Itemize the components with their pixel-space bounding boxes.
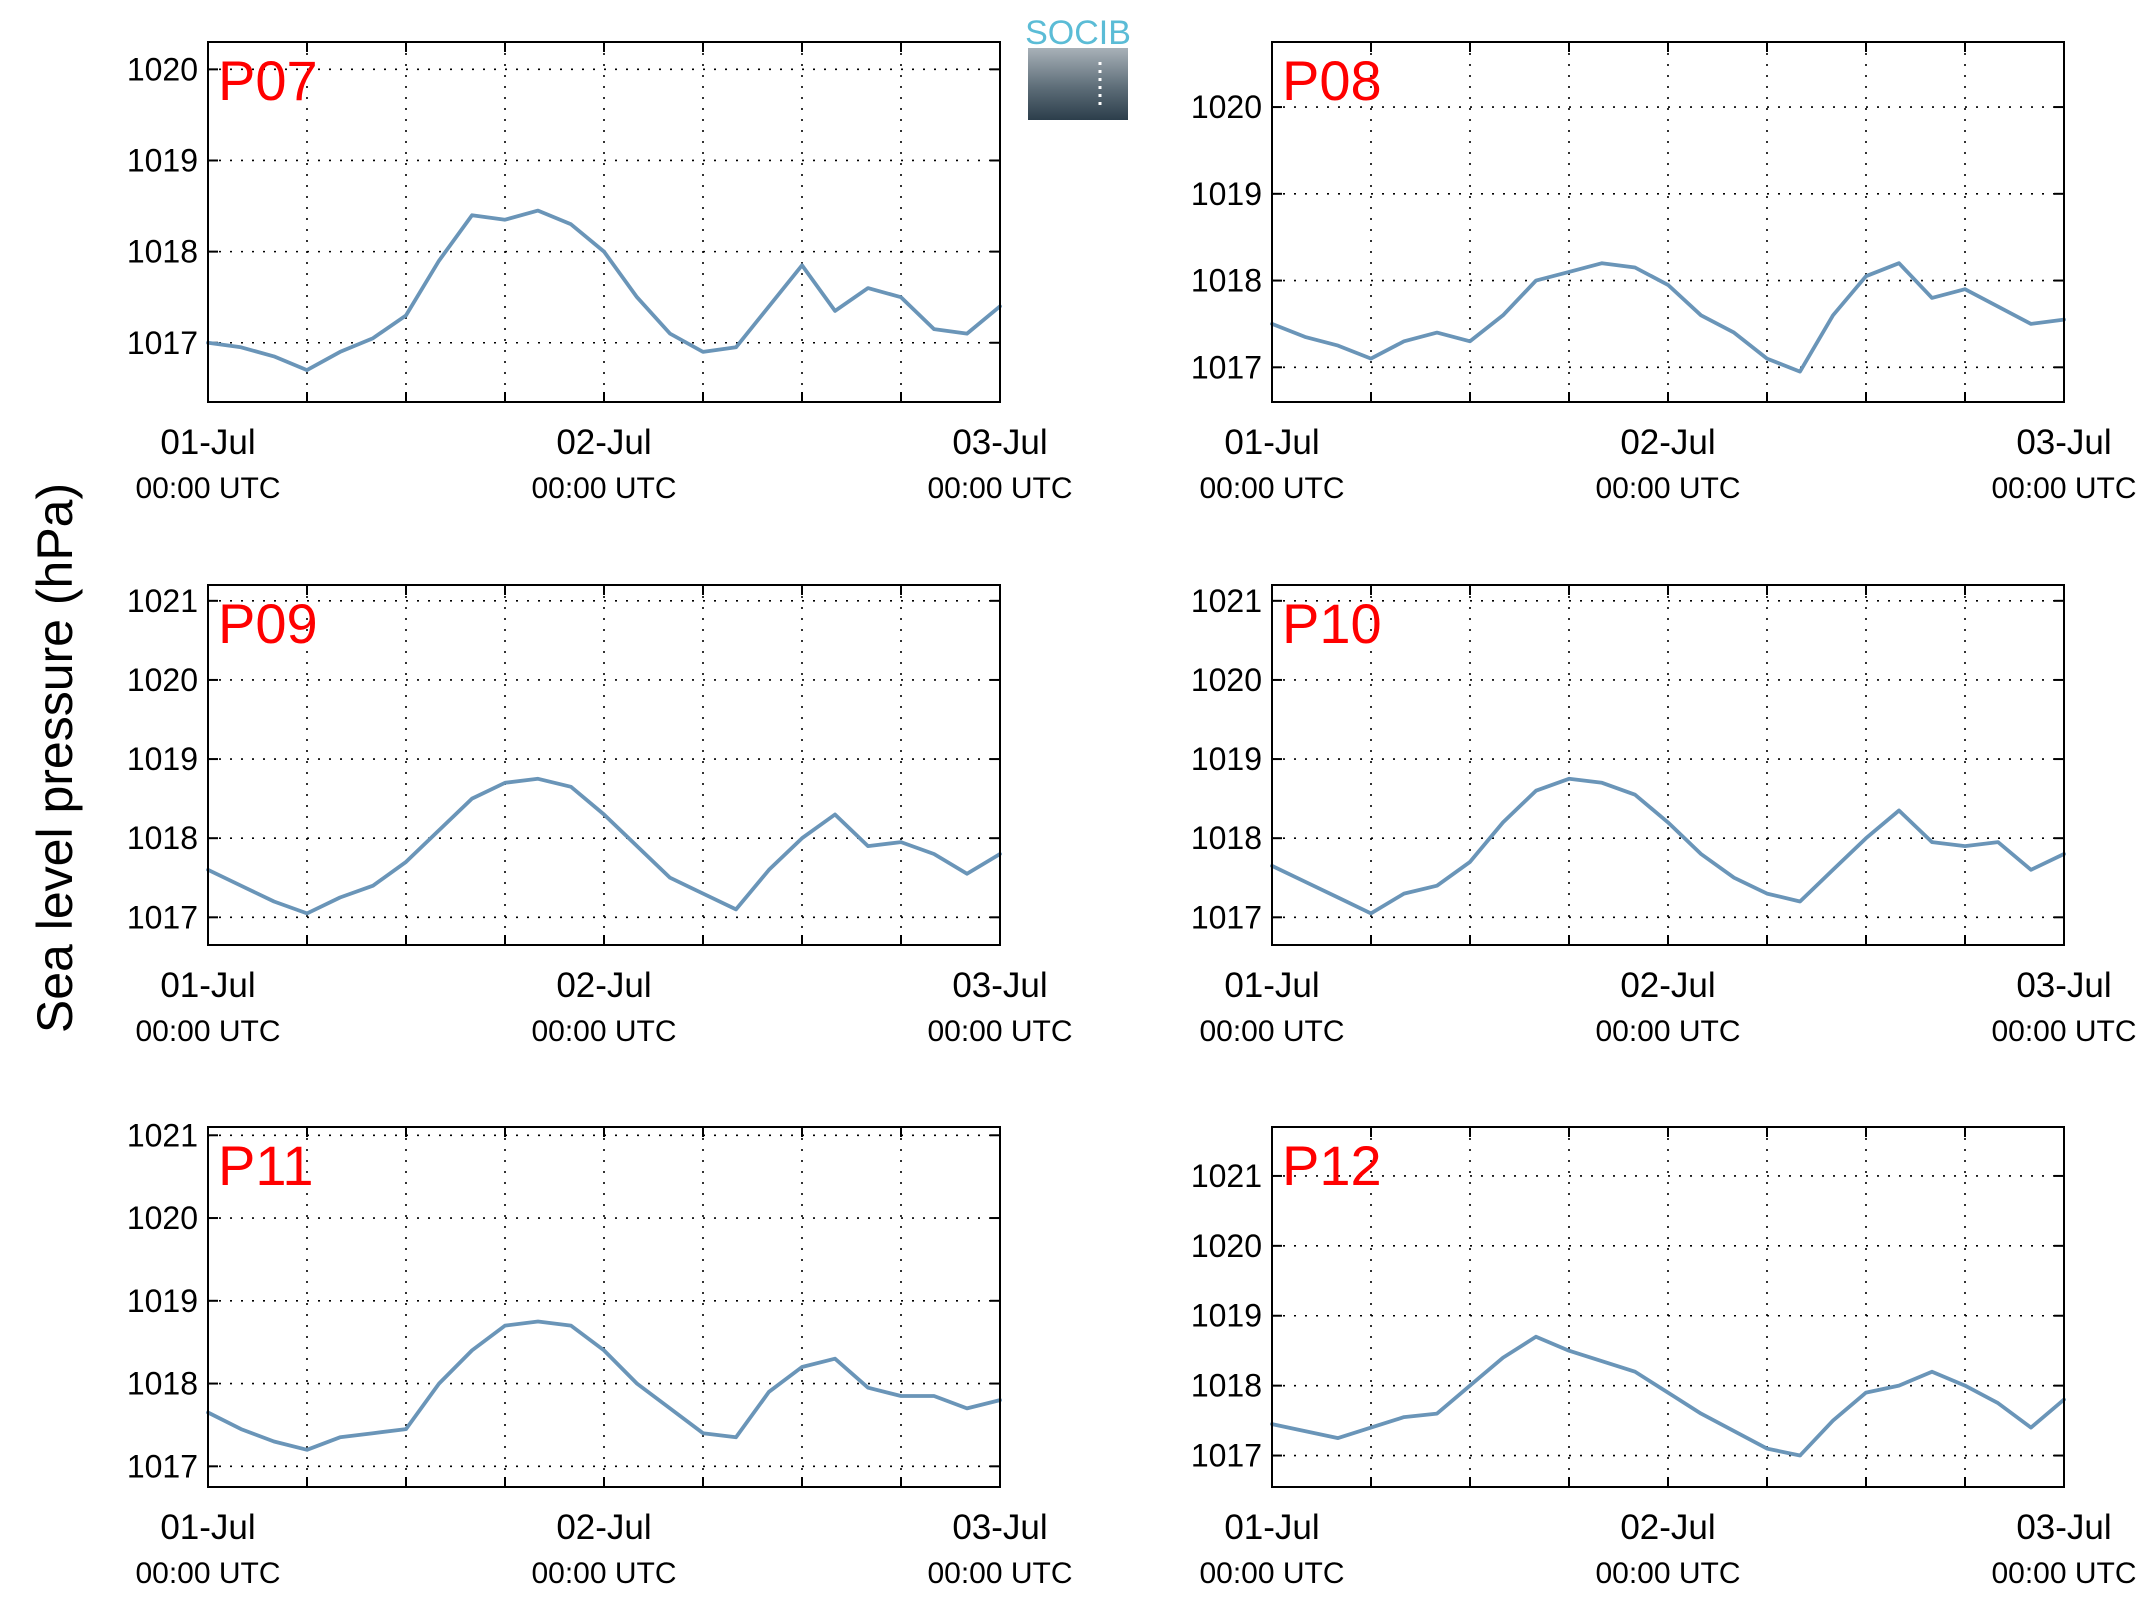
x-tick-date-label: 01-Jul — [1224, 1508, 1319, 1547]
x-tick-time-label: 00:00 UTC — [531, 1557, 676, 1590]
x-tick-date-label: 02-Jul — [1620, 966, 1715, 1005]
x-tick-date-label: 03-Jul — [952, 966, 1047, 1005]
series-line-p10 — [1270, 776, 2066, 916]
plot-frame — [207, 584, 1001, 946]
panel-p08: 1017 1018 1019 1020 01-Jul 00:00 UTC 02-Jul 00:… — [1191, 41, 2137, 505]
y-tick-label: 1019 — [127, 741, 198, 777]
plot-frame — [207, 1126, 1001, 1488]
y-tick-label: 1021 — [1191, 1158, 1262, 1194]
x-tick-time-label: 00:00 UTC — [1991, 472, 2136, 505]
plot-frame — [1271, 1126, 2065, 1488]
y-tick-label: 1021 — [127, 583, 198, 619]
series-line-p07 — [206, 208, 1002, 373]
x-tick-date-label: 01-Jul — [160, 1508, 255, 1547]
panel-p12: 1017 1018 1019 1020 1021 01-Jul 00:00 UTC 02-Ju… — [1191, 1126, 2137, 1590]
x-tick-time-label: 00:00 UTC — [531, 1015, 676, 1048]
panel-p09: 1017 1018 1019 1020 1021 01-Jul 00:00 UTC 02-Ju… — [127, 583, 1073, 1048]
panel-title: P10 — [1282, 592, 1382, 655]
x-tick-date-label: 03-Jul — [2016, 423, 2111, 462]
x-tick-time-label: 00:00 UTC — [1991, 1557, 2136, 1590]
x-tick-time-label: 00:00 UTC — [531, 472, 676, 505]
y-tick-label: 1017 — [1191, 899, 1262, 935]
y-tick-label: 1018 — [1191, 1368, 1262, 1404]
panel-p11: 1017 1018 1019 1020 1021 01-Jul 00:00 UTC 02-Ju… — [127, 1117, 1073, 1590]
x-tick-time-label: 00:00 UTC — [927, 472, 1072, 505]
y-tick-label: 1020 — [127, 1200, 198, 1236]
y-tick-label: 1018 — [127, 820, 198, 856]
y-tick-label: 1017 — [1191, 1438, 1262, 1474]
y-tick-label: 1017 — [127, 1448, 198, 1484]
y-axis-label: Sea level pressure (hPa) — [27, 483, 83, 1033]
series-line-p11 — [206, 1319, 1002, 1452]
series-line-p12 — [1270, 1334, 2066, 1458]
x-tick-time-label: 00:00 UTC — [135, 472, 280, 505]
y-tick-label: 1018 — [127, 234, 198, 270]
y-tick-label: 1021 — [127, 1117, 198, 1153]
panel-title: P08 — [1282, 49, 1382, 112]
y-tick-label: 1020 — [1191, 1228, 1262, 1264]
panel-p10: 1017 1018 1019 1020 1021 01-Jul 00:00 UTC 02-Ju… — [1191, 583, 2137, 1048]
panel-title: P07 — [218, 49, 318, 112]
y-tick-label: 1017 — [1191, 349, 1262, 385]
x-tick-date-label: 01-Jul — [1224, 966, 1319, 1005]
x-tick-date-label: 03-Jul — [2016, 966, 2111, 1005]
x-tick-date-label: 02-Jul — [556, 423, 651, 462]
y-tick-label: 1018 — [1191, 820, 1262, 856]
x-tick-date-label: 02-Jul — [556, 966, 651, 1005]
x-tick-time-label: 00:00 UTC — [1595, 1557, 1740, 1590]
logo-text: SOCIB — [1025, 14, 1131, 52]
x-tick-time-label: 00:00 UTC — [1595, 1015, 1740, 1048]
y-tick-label: 1021 — [1191, 583, 1262, 619]
x-tick-time-label: 00:00 UTC — [135, 1015, 280, 1048]
y-tick-label: 1020 — [1191, 89, 1262, 125]
y-tick-label: 1020 — [127, 662, 198, 698]
y-tick-label: 1019 — [1191, 1298, 1262, 1334]
panel-title: P11 — [218, 1134, 313, 1197]
x-tick-date-label: 03-Jul — [2016, 1508, 2111, 1547]
y-tick-label: 1019 — [127, 142, 198, 178]
panel-p07: 1017 1018 1019 1020 01-Jul 00:00 UTC 02-Jul 00:… — [127, 41, 1073, 505]
plot-frame — [207, 41, 1001, 403]
y-tick-label: 1020 — [1191, 662, 1262, 698]
y-tick-label: 1018 — [127, 1366, 198, 1402]
x-tick-date-label: 03-Jul — [952, 423, 1047, 462]
panel-title: P12 — [1282, 1134, 1382, 1197]
x-tick-time-label: 00:00 UTC — [927, 1015, 1072, 1048]
y-tick-label: 1017 — [127, 899, 198, 935]
panel-title: P09 — [218, 592, 318, 655]
y-tick-label: 1018 — [1191, 263, 1262, 299]
series-line-p09 — [206, 776, 1002, 916]
x-tick-date-label: 03-Jul — [952, 1508, 1047, 1547]
plot-frame — [1271, 41, 2065, 403]
x-tick-time-label: 00:00 UTC — [927, 1557, 1072, 1590]
x-tick-date-label: 02-Jul — [1620, 1508, 1715, 1547]
x-tick-date-label: 01-Jul — [1224, 423, 1319, 462]
y-tick-label: 1019 — [1191, 176, 1262, 212]
x-tick-time-label: 00:00 UTC — [1199, 472, 1344, 505]
series-line-p08 — [1270, 261, 2066, 374]
x-tick-date-label: 02-Jul — [556, 1508, 651, 1547]
x-tick-date-label: 02-Jul — [1620, 423, 1715, 462]
x-tick-time-label: 00:00 UTC — [1595, 472, 1740, 505]
x-tick-time-label: 00:00 UTC — [135, 1557, 280, 1590]
y-tick-label: 1019 — [127, 1283, 198, 1319]
x-tick-date-label: 01-Jul — [160, 423, 255, 462]
y-tick-label: 1020 — [127, 51, 198, 87]
x-tick-time-label: 00:00 UTC — [1991, 1015, 2136, 1048]
y-tick-label: 1019 — [1191, 741, 1262, 777]
x-tick-date-label: 01-Jul — [160, 966, 255, 1005]
y-tick-label: 1017 — [127, 325, 198, 361]
socib-logo: SOCIB — [1025, 14, 1131, 120]
plot-frame — [1271, 584, 2065, 946]
x-tick-time-label: 00:00 UTC — [1199, 1557, 1344, 1590]
x-tick-time-label: 00:00 UTC — [1199, 1015, 1344, 1048]
